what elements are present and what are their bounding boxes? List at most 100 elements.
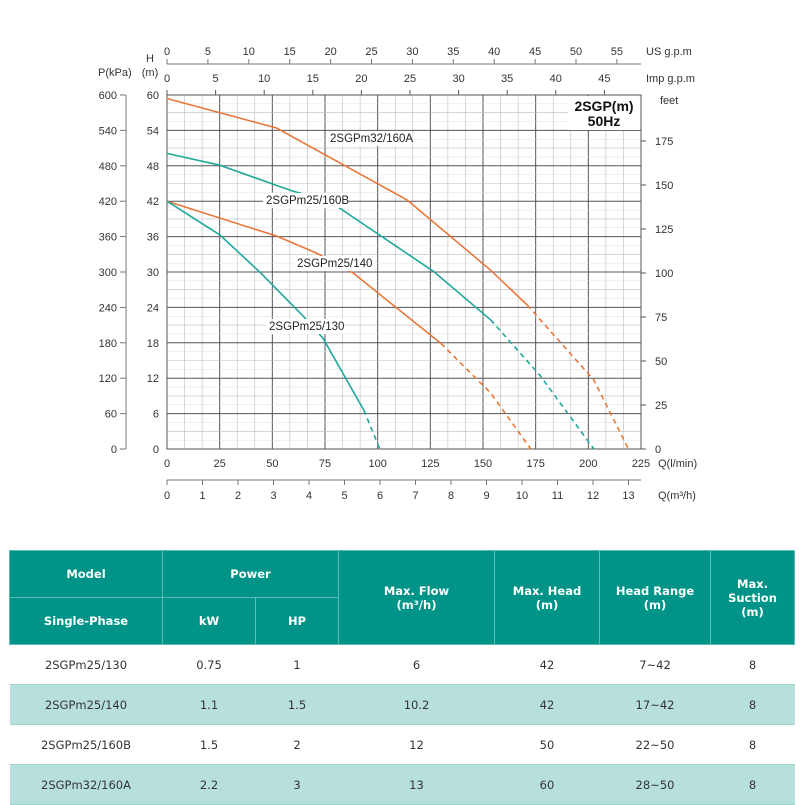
- table-cell: 1.1: [162, 684, 256, 725]
- y-tick-label: 54: [147, 125, 159, 137]
- m3h-tick-label: 3: [270, 490, 276, 502]
- header-max-suction: Max. Suction (m): [710, 550, 795, 645]
- imp-tick-label: 25: [404, 73, 416, 85]
- header-power: Power: [162, 550, 339, 598]
- curve-label: 2SGPm25/160B: [266, 195, 349, 207]
- p-tick-label: 60: [105, 409, 117, 421]
- p-axis-label: P(kPa): [98, 67, 132, 79]
- table-cell: 8: [710, 684, 795, 725]
- curve-dashed-2sgpm32-160a: [526, 304, 630, 450]
- chart-subtitle: 50Hz: [588, 113, 621, 129]
- spec-table: Model Power Max. Flow (m³/h) Max. Head (m)…: [9, 550, 795, 805]
- us-tick-label: 20: [324, 46, 336, 58]
- us-tick-label: 10: [243, 46, 255, 58]
- curve-label: 2SGPm25/140: [297, 258, 372, 270]
- table-cell: 2SGPm25/160B: [40, 737, 131, 752]
- curve-label: 2SGPm25/130: [269, 321, 344, 333]
- table-cell: 1.5: [255, 684, 339, 725]
- table-cell: 13: [338, 764, 495, 805]
- y-tick-label: 6: [153, 409, 159, 421]
- imp-tick-label: 35: [501, 73, 513, 85]
- curve-label-bg: [327, 131, 413, 146]
- feet-tick-label: 100: [655, 268, 673, 280]
- plot-frame: [166, 94, 642, 450]
- table-cell: 8: [710, 764, 795, 805]
- y-tick-label: 0: [153, 444, 159, 456]
- feet-tick-label: 25: [655, 400, 667, 412]
- x-tick-label: 125: [421, 458, 439, 470]
- imp-tick-label: 5: [213, 73, 219, 85]
- m3h-tick-label: 11: [552, 490, 563, 502]
- table-cell: 7~42: [639, 657, 671, 672]
- table-cell: 50: [539, 737, 555, 752]
- m3h-tick-label: 6: [377, 490, 383, 502]
- us-tick-label: 0: [164, 46, 170, 58]
- imp-tick-label: 40: [550, 73, 562, 85]
- us-tick-label: 5: [205, 46, 211, 58]
- us-tick-label: 40: [488, 46, 500, 58]
- imp-tick-label: 45: [598, 73, 610, 85]
- imp-tick-label: 15: [307, 73, 319, 85]
- p-tick-label: 240: [99, 302, 117, 314]
- table-cell: 2: [293, 737, 301, 752]
- feet-tick-label: 75: [655, 312, 667, 324]
- x-tick-label: 175: [526, 458, 544, 470]
- us-gpm-label: US g.p.m: [646, 46, 692, 58]
- m3h-tick-label: 5: [341, 490, 347, 502]
- header-max-head: Max. Head (m): [494, 550, 600, 645]
- table-cell: 8: [748, 737, 757, 752]
- curve-2sgpm25-140: [166, 200, 442, 345]
- x-tick-label: 200: [579, 458, 597, 470]
- header-max-flow: Max. Flow (m³/h): [338, 550, 495, 645]
- m3h-tick-label: 10: [516, 490, 528, 502]
- table-row: 2SGPm25/140 1.1 1.5 10.2 42 17~42 8: [9, 684, 795, 725]
- x-tick-label: 100: [368, 458, 386, 470]
- table-cell: 3: [255, 764, 339, 805]
- p-tick-label: 540: [99, 125, 117, 137]
- us-tick-label: 30: [406, 46, 418, 58]
- curve-2sgpm32-160a: [166, 97, 528, 306]
- us-tick-label: 15: [284, 46, 296, 58]
- table-cell: 12: [409, 737, 424, 752]
- header-model: Model: [9, 550, 163, 598]
- feet-tick-label: 150: [655, 180, 673, 192]
- header-hp: HP: [255, 597, 339, 645]
- header-kw: kW: [162, 597, 256, 645]
- title-box: [568, 96, 640, 130]
- p-tick-label: 300: [99, 267, 117, 279]
- pump-performance-chart: 2SGP(m)50Hz06121824303642485460H(m)06012…: [98, 46, 697, 502]
- feet-axis-label: feet: [660, 95, 678, 107]
- imp-tick-label: 0: [164, 73, 170, 85]
- m3h-tick-label: 7: [412, 490, 418, 502]
- chart-title: 2SGP(m): [574, 98, 633, 114]
- table-cell: 10.2: [338, 684, 495, 725]
- p-tick-label: 360: [99, 232, 117, 244]
- table-row: 2SGPm25/130 0.75 1 6 42 7~42 8: [9, 645, 795, 685]
- feet-tick-label: 50: [655, 356, 667, 368]
- x2-axis-label: Q(m³/h): [658, 490, 696, 502]
- y-tick-label: 12: [147, 373, 159, 385]
- x-tick-label: 75: [319, 458, 331, 470]
- table-cell: 42: [539, 657, 555, 672]
- us-tick-label: 25: [365, 46, 377, 58]
- y-tick-label: 48: [147, 161, 159, 173]
- m3h-tick-label: 1: [199, 490, 205, 502]
- table-cell: 42: [494, 684, 600, 725]
- imp-tick-label: 20: [355, 73, 367, 85]
- x-tick-label: 225: [632, 458, 650, 470]
- y-tick-label: 24: [147, 302, 159, 314]
- x-tick-label: 0: [164, 458, 170, 470]
- m3h-tick-label: 12: [587, 490, 599, 502]
- p-tick-label: 180: [99, 338, 117, 350]
- table-cell: 2SGPm25/140: [9, 684, 163, 725]
- x-axis-label: Q(l/min): [658, 458, 697, 470]
- p-tick-label: 420: [99, 196, 117, 208]
- curve-dashed-2sgpm25-130: [363, 409, 381, 450]
- table-cell: 60: [494, 764, 600, 805]
- p-tick-label: 600: [99, 90, 117, 102]
- m3h-tick-label: 13: [622, 490, 634, 502]
- feet-tick-label: 0: [655, 444, 661, 456]
- y-axis-unit: (m): [142, 67, 159, 79]
- table-cell: 1.5: [199, 737, 219, 752]
- p-tick-label: 480: [99, 161, 117, 173]
